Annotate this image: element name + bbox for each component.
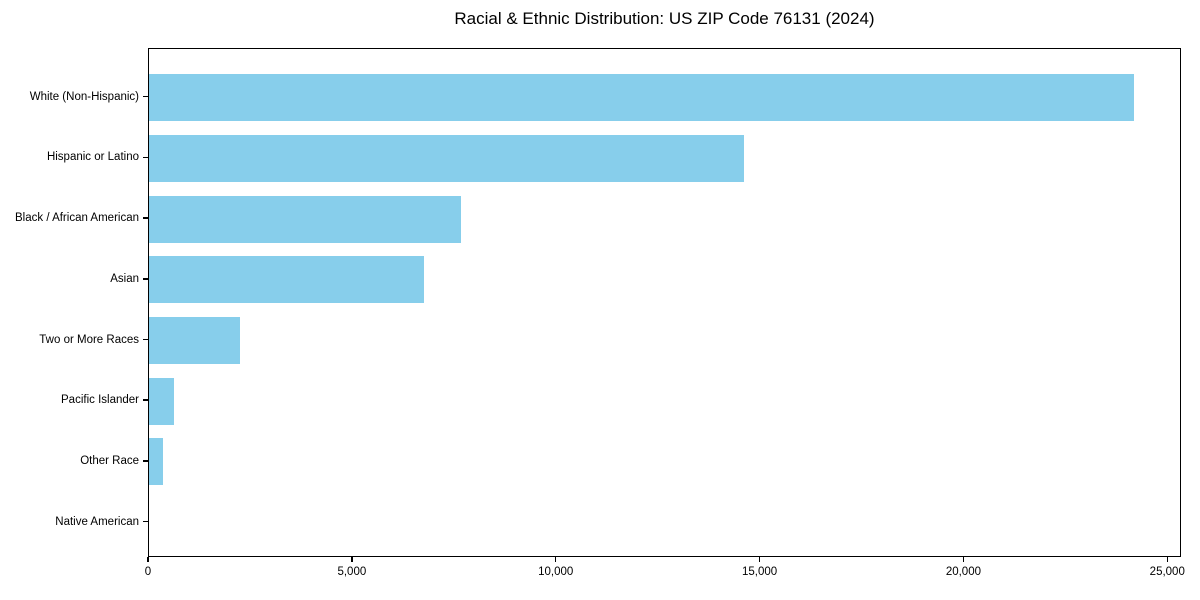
x-tick-label-10000: 10,000 bbox=[538, 566, 574, 578]
x-tick-label-25000: 25,000 bbox=[1149, 566, 1185, 578]
x-tick-mark bbox=[962, 557, 965, 562]
y-tick-mark bbox=[143, 217, 148, 219]
bar-pacific-islander bbox=[149, 377, 174, 425]
bar-black-african-american bbox=[149, 195, 461, 243]
bar-white-non-hispanic bbox=[149, 74, 1135, 122]
y-tick-label-asian: Asian bbox=[110, 272, 139, 285]
x-tick-mark bbox=[758, 557, 761, 562]
x-tick-label-5000: 5,000 bbox=[337, 566, 367, 578]
x-tick-mark bbox=[147, 557, 149, 562]
y-tick-mark bbox=[143, 338, 148, 341]
y-tick-label-other-race: Other Race bbox=[80, 454, 139, 467]
plot-area bbox=[148, 48, 1181, 557]
y-tick-mark bbox=[143, 156, 148, 159]
y-tick-label-hispanic-or-latino: Hispanic or Latino bbox=[46, 151, 139, 164]
chart-title: Racial & Ethnic Distribution: US ZIP Cod… bbox=[454, 9, 875, 28]
y-tick-label-white-non-hispanic: White (Non-Hispanic) bbox=[29, 90, 139, 103]
y-tick-mark bbox=[143, 460, 148, 462]
y-tick-mark bbox=[143, 399, 148, 401]
x-tick-mark bbox=[1166, 557, 1169, 562]
bar-other-race bbox=[149, 438, 164, 486]
x-tick-label-20000: 20,000 bbox=[945, 566, 981, 578]
y-tick-mark bbox=[143, 278, 148, 280]
y-tick-label-pacific-islander: Pacific Islander bbox=[61, 394, 139, 407]
bar-asian bbox=[149, 256, 424, 304]
y-tick-label-native-american: Native American bbox=[55, 515, 139, 528]
x-tick-label-15000: 15,000 bbox=[741, 566, 778, 578]
x-tick-label-0: 0 bbox=[144, 566, 152, 578]
x-tick-mark bbox=[554, 557, 557, 562]
y-tick-mark bbox=[143, 520, 148, 523]
x-tick-mark bbox=[351, 557, 353, 562]
y-tick-label-black-african-american: Black / African American bbox=[15, 212, 139, 225]
y-tick-label-two-or-more-races: Two or More Races bbox=[39, 333, 139, 346]
bar-two-or-more-races bbox=[149, 317, 240, 364]
y-tick-mark bbox=[143, 95, 148, 98]
bar-hispanic-or-latino bbox=[149, 134, 744, 182]
